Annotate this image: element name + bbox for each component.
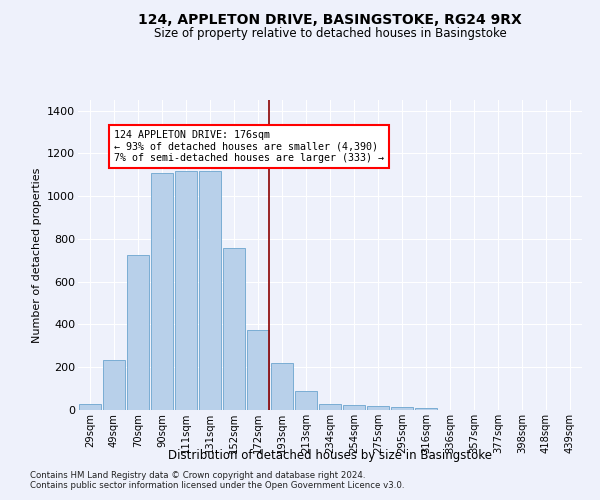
Bar — [175, 170, 197, 410]
Bar — [151, 172, 173, 410]
Bar — [199, 170, 221, 410]
Text: Contains public sector information licensed under the Open Government Licence v3: Contains public sector information licen… — [30, 480, 404, 490]
Bar — [103, 360, 125, 410]
Bar — [247, 330, 269, 410]
Bar — [367, 406, 389, 410]
Text: Distribution of detached houses by size in Basingstoke: Distribution of detached houses by size … — [168, 448, 492, 462]
Bar — [79, 404, 101, 410]
Bar — [223, 248, 245, 410]
Bar — [295, 391, 317, 410]
Bar — [391, 407, 413, 410]
Text: Contains HM Land Registry data © Crown copyright and database right 2024.: Contains HM Land Registry data © Crown c… — [30, 470, 365, 480]
Bar — [319, 404, 341, 410]
Text: 124, APPLETON DRIVE, BASINGSTOKE, RG24 9RX: 124, APPLETON DRIVE, BASINGSTOKE, RG24 9… — [138, 12, 522, 26]
Bar — [271, 363, 293, 410]
Y-axis label: Number of detached properties: Number of detached properties — [32, 168, 41, 342]
Bar — [127, 255, 149, 410]
Bar — [415, 408, 437, 410]
Text: Size of property relative to detached houses in Basingstoke: Size of property relative to detached ho… — [154, 28, 506, 40]
Text: 124 APPLETON DRIVE: 176sqm
← 93% of detached houses are smaller (4,390)
7% of se: 124 APPLETON DRIVE: 176sqm ← 93% of deta… — [114, 130, 384, 163]
Bar — [343, 404, 365, 410]
